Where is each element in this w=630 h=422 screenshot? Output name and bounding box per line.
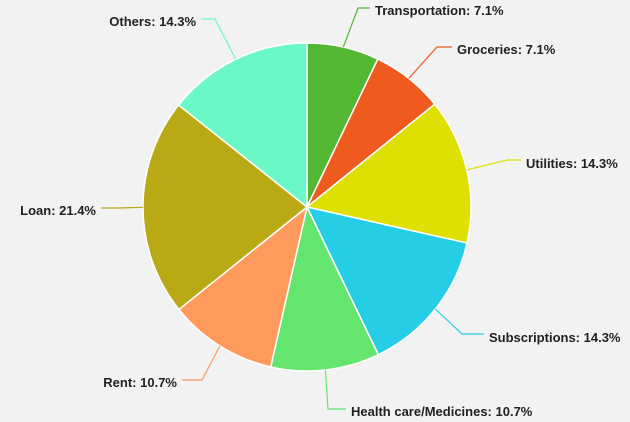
leader-line-rent — [182, 345, 221, 381]
pie-slice-health-care-medicines[interactable] — [269, 204, 380, 372]
pie-slice-rent[interactable] — [177, 205, 309, 368]
labels-layer: Transportation: 7.1% Groceries: 7.1% Utili… — [20, 3, 621, 419]
slice-label-health-care-medicines: Health care/Medicines: 10.7% — [351, 404, 533, 419]
leader-line-others — [201, 18, 237, 60]
leader-line-subscriptions — [434, 308, 484, 335]
slice-label-rent: Rent: 10.7% — [103, 375, 177, 390]
leader-lines-layer — [101, 7, 521, 410]
pie-slice-others[interactable] — [177, 42, 308, 209]
pie-slice-loan[interactable] — [142, 103, 309, 311]
slices-layer — [142, 42, 472, 372]
leader-line-health-care-medicines — [324, 369, 346, 410]
slice-label-transportation: Transportation: 7.1% — [375, 3, 504, 18]
pie-slice-utilities[interactable] — [305, 103, 472, 244]
leader-line-transportation — [342, 7, 370, 48]
leader-line-loan — [101, 206, 144, 209]
slice-label-subscriptions: Subscriptions: 14.3% — [489, 330, 621, 345]
slice-label-loan: Loan: 21.4% — [20, 203, 96, 218]
leader-line-groceries — [408, 46, 452, 79]
leader-line-utilities — [466, 159, 521, 171]
slice-label-others: Others: 14.3% — [109, 14, 196, 29]
slice-label-groceries: Groceries: 7.1% — [457, 42, 556, 57]
slice-label-utilities: Utilities: 14.3% — [526, 156, 618, 171]
